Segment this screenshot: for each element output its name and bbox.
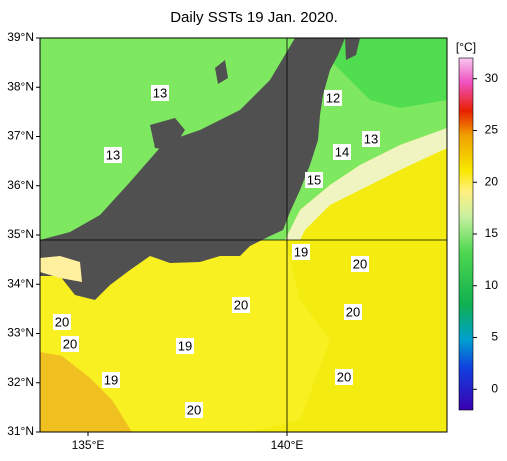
- lat-label: 35°N: [7, 227, 34, 241]
- lon-label: 135°E: [72, 438, 105, 452]
- lat-label: 32°N: [7, 375, 34, 389]
- land-sado: [215, 60, 228, 84]
- contour-label: 13: [364, 131, 378, 146]
- contour-label: 20: [346, 304, 360, 319]
- lat-label: 38°N: [7, 79, 34, 93]
- contour-label: 20: [63, 336, 77, 351]
- colorbar: [458, 57, 474, 411]
- contour-label-box: [324, 90, 342, 106]
- colorbar-label: 15: [485, 226, 499, 240]
- colorbar-unit: [°C]: [456, 40, 476, 54]
- lat-label: 39°N: [7, 30, 34, 44]
- contour-label: 15: [307, 172, 321, 187]
- colorbar-label: 5: [491, 330, 498, 344]
- contour-label: 20: [55, 314, 69, 329]
- colorbar-label: 10: [485, 278, 499, 292]
- lat-label: 37°N: [7, 129, 34, 143]
- sea-orange: [40, 352, 132, 432]
- title: Daily SSTs 19 Jan. 2020.: [170, 9, 338, 26]
- land-noto: [150, 118, 185, 150]
- contour-label-box: [333, 144, 351, 160]
- contour-label-box: [176, 338, 194, 354]
- kuroshio-front: [285, 128, 447, 240]
- map-area: [40, 38, 447, 432]
- colorbar-label: 30: [485, 71, 499, 85]
- contour-label-box: [185, 402, 203, 418]
- colorbar-label: 20: [485, 174, 499, 188]
- contour-label-box: [351, 256, 369, 272]
- lat-label: 36°N: [7, 178, 34, 192]
- contour-label: 19: [178, 338, 192, 353]
- contour-label: 20: [187, 402, 201, 417]
- contour-label: 20: [353, 256, 367, 271]
- contour-label-box: [102, 372, 120, 388]
- contour-label: 14: [335, 144, 349, 159]
- contour-label-box: [53, 314, 71, 330]
- lat-label: 33°N: [7, 326, 34, 340]
- contour-label: 19: [294, 244, 308, 259]
- contour-label-box: [292, 244, 310, 260]
- lat-label: 31°N: [7, 424, 34, 438]
- contour-label: 19: [104, 372, 118, 387]
- contour-label-box: [232, 297, 250, 313]
- contour-label-box: [335, 369, 353, 385]
- colorbar-label: 0: [491, 381, 498, 395]
- land-ne: [345, 38, 360, 60]
- contour-label: 13: [106, 147, 120, 162]
- land-honshu: [40, 38, 345, 300]
- lat-label: 34°N: [7, 276, 34, 290]
- contour-label-box: [61, 336, 79, 352]
- colorbar-label: 25: [485, 123, 499, 137]
- contour-label: 13: [153, 85, 167, 100]
- contour-label-box: [104, 147, 122, 163]
- contour-label-box: [344, 304, 362, 320]
- inland-sea: [40, 256, 82, 282]
- contour-label-box: [362, 131, 380, 147]
- contour-label-box: [151, 85, 169, 101]
- contour-label-box: [305, 172, 323, 188]
- contour-label: 20: [234, 297, 248, 312]
- lon-label: 140°E: [271, 438, 304, 452]
- contour-label: 20: [337, 369, 351, 384]
- contour-label: 12: [326, 90, 340, 105]
